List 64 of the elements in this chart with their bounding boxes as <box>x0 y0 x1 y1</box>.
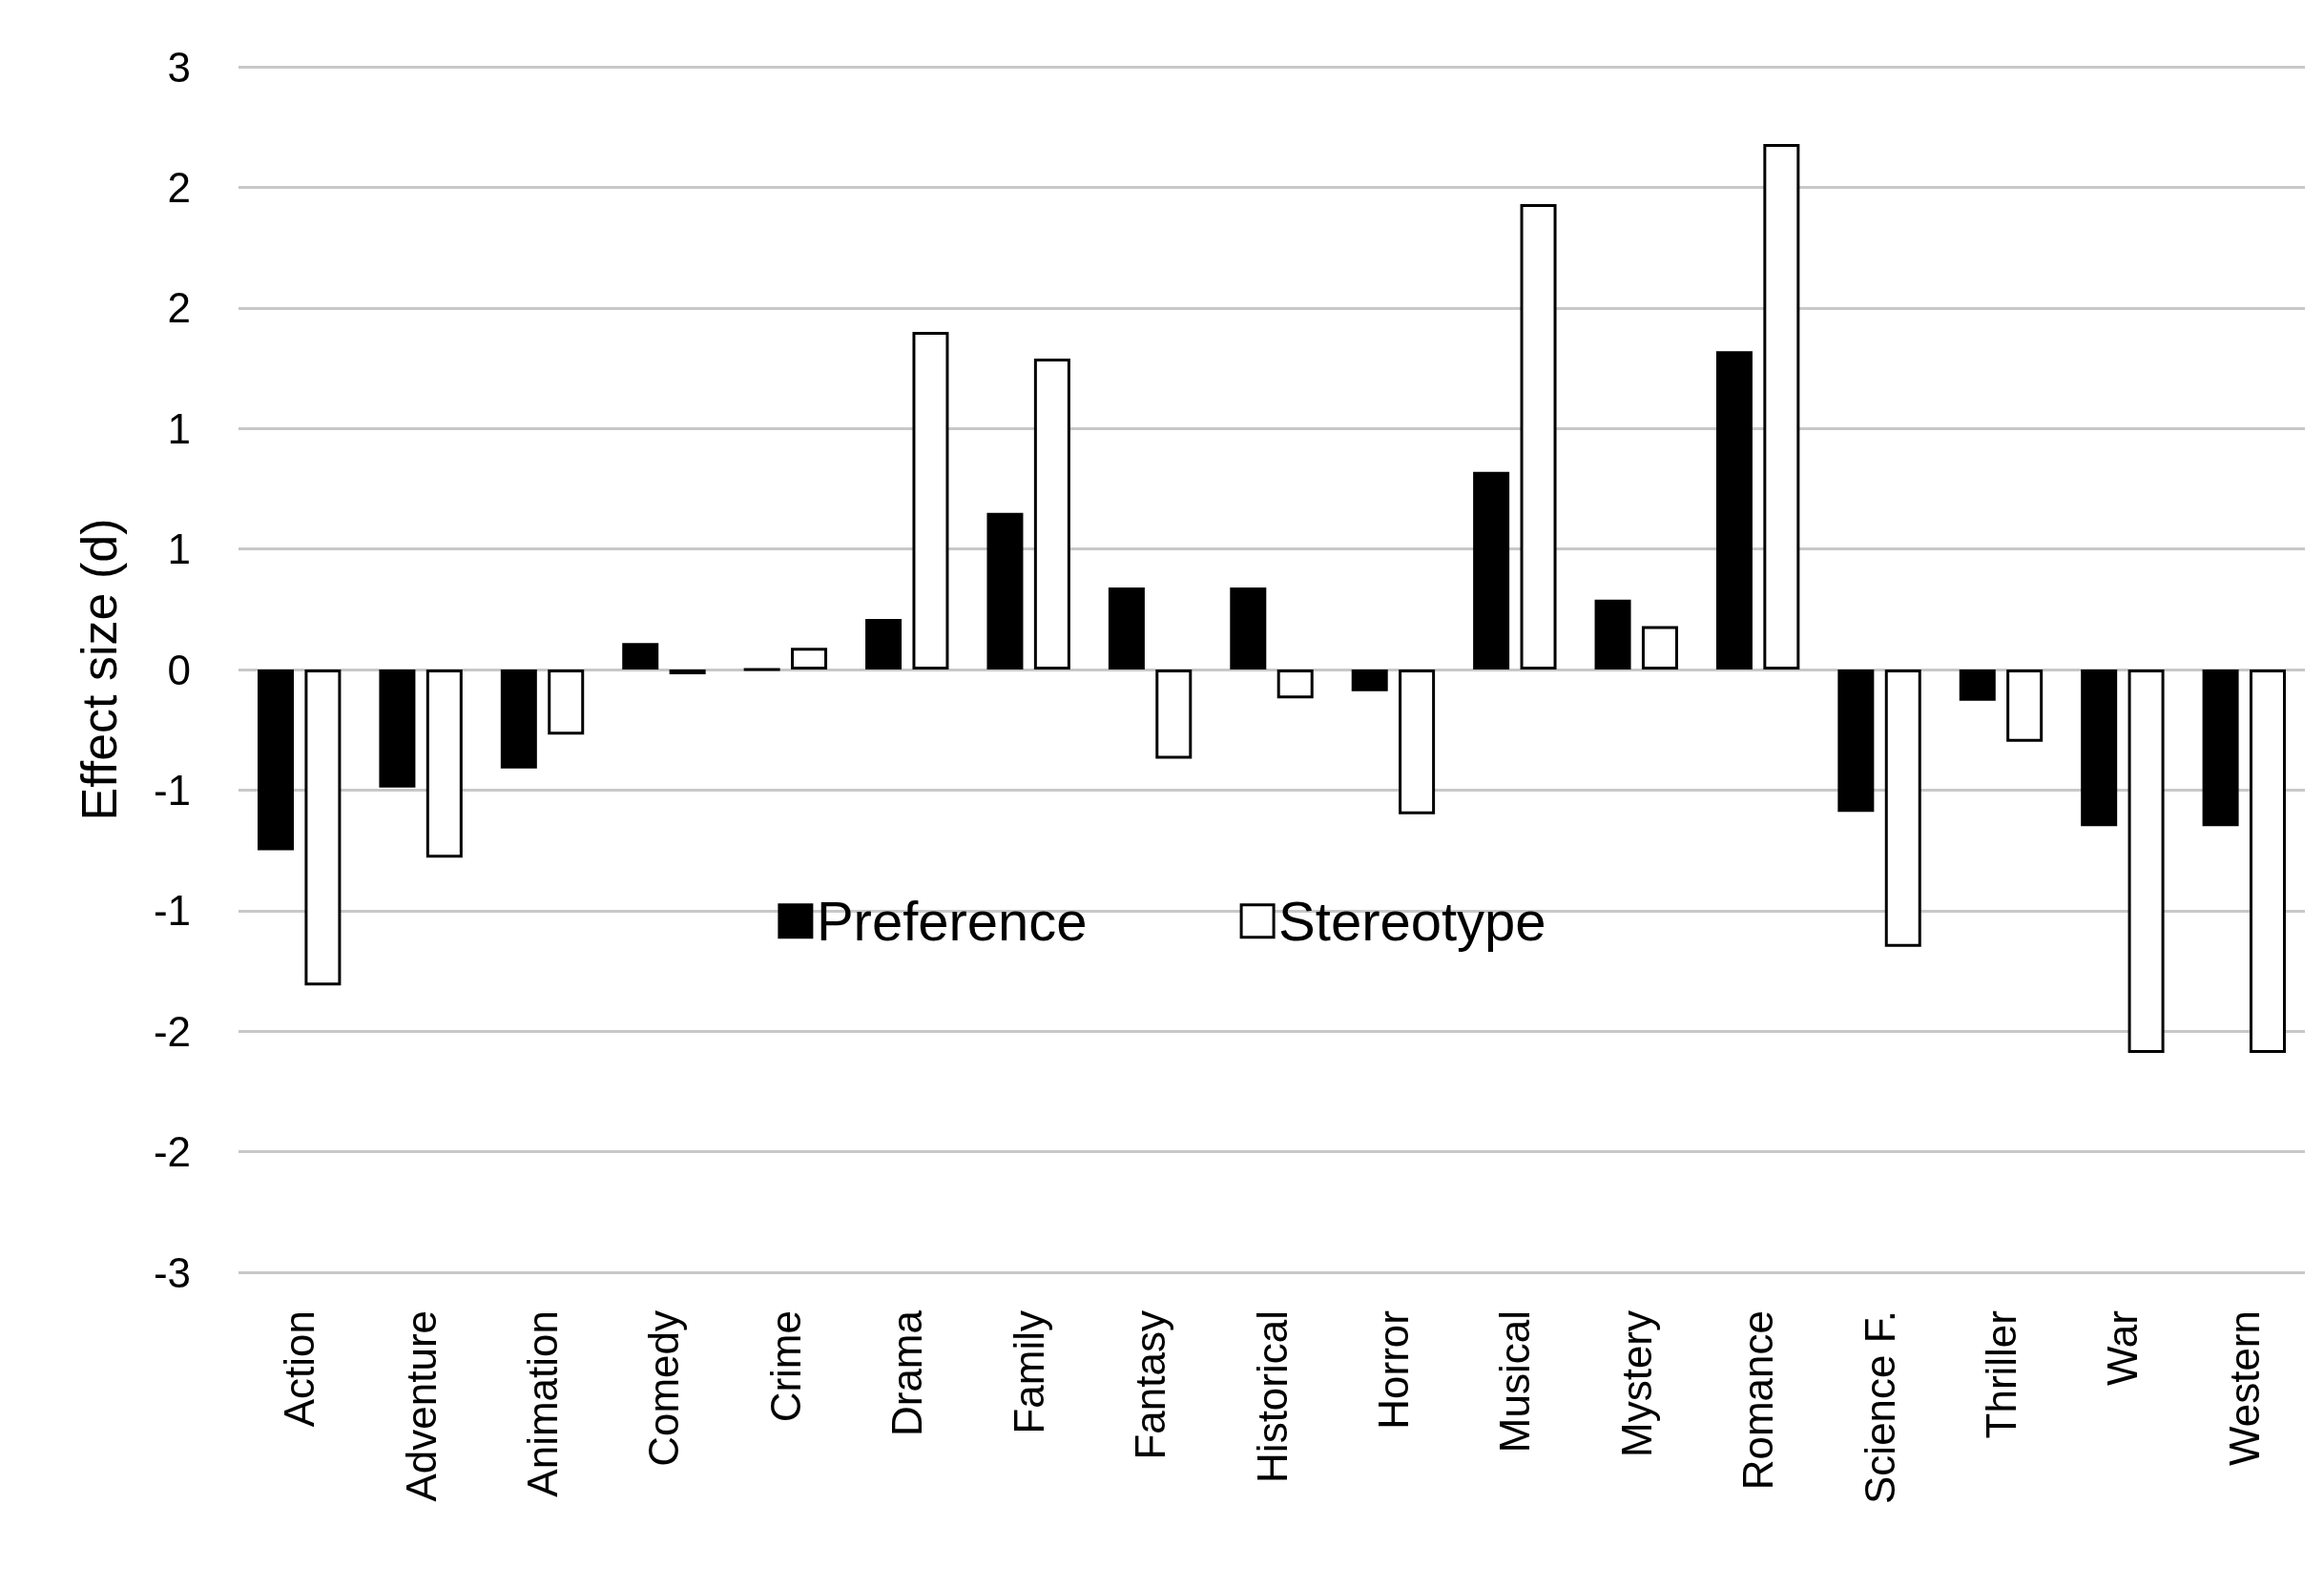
bar <box>1959 670 1996 701</box>
bar <box>379 670 416 788</box>
x-tick-label: Historical <box>1248 1310 1296 1483</box>
x-tick-label: Musical <box>1491 1310 1539 1453</box>
bar <box>1884 670 1921 947</box>
y-tick-label: 1 <box>167 404 191 452</box>
bar <box>548 670 585 735</box>
bar <box>2081 670 2118 827</box>
bar <box>500 670 537 769</box>
bar <box>1108 587 1145 670</box>
bar <box>1715 351 1753 670</box>
bar <box>2202 670 2239 827</box>
x-tick-label: Family <box>1005 1310 1052 1434</box>
x-tick-label: Thriller <box>1977 1310 2024 1439</box>
legend-label: Stereotype <box>1278 890 1546 953</box>
x-tick-label: Crime <box>761 1310 809 1423</box>
bar <box>1473 471 1510 670</box>
bar <box>1276 670 1314 699</box>
y-tick-label: 2 <box>167 163 191 211</box>
bar <box>1230 587 1267 670</box>
y-tick-label: -2 <box>153 1128 191 1176</box>
bar <box>1351 670 1388 691</box>
bar <box>2249 670 2286 1053</box>
bar <box>304 670 342 986</box>
bar <box>2006 670 2044 742</box>
x-tick-label: Comedy <box>640 1310 688 1467</box>
y-tick-label: -3 <box>153 1248 191 1296</box>
x-tick-label: Mystery <box>1612 1310 1660 1457</box>
y-tick-label: -1 <box>153 766 191 814</box>
bar <box>258 670 295 851</box>
x-tick-label: Fantasy <box>1127 1310 1174 1460</box>
x-tick-label: Action <box>276 1310 323 1428</box>
bar <box>1155 670 1193 759</box>
x-tick-label: Animation <box>519 1310 567 1497</box>
y-tick-label: 2 <box>167 284 191 332</box>
bar <box>425 670 463 858</box>
x-tick-label: Romance <box>1734 1310 1782 1491</box>
bar <box>986 512 1024 670</box>
bar <box>1641 626 1678 670</box>
y-tick-label: 3 <box>167 43 191 91</box>
x-tick-label: Drama <box>883 1309 931 1437</box>
y-tick-label: -2 <box>153 1007 191 1055</box>
bar <box>1763 143 1800 670</box>
x-tick-label: Horror <box>1369 1310 1417 1430</box>
x-tick-label: Adventure <box>397 1310 445 1502</box>
bar <box>622 643 659 670</box>
y-axis-title: Effect size (d) <box>72 518 127 821</box>
x-tick-label: Science F. <box>1856 1310 1903 1504</box>
bar <box>1594 599 1631 670</box>
bar <box>1520 204 1557 670</box>
bar <box>1399 670 1436 814</box>
legend-label: Preference <box>816 890 1088 953</box>
bar <box>912 332 949 670</box>
x-tick-label: Western <box>2220 1310 2268 1467</box>
y-tick-label: 0 <box>167 646 191 693</box>
bar <box>865 618 903 670</box>
bar <box>1837 670 1875 813</box>
y-tick-label: -1 <box>153 887 191 935</box>
y-tick-label: 1 <box>167 526 191 573</box>
bar <box>791 648 828 670</box>
bar <box>2127 670 2165 1053</box>
x-tick-label: War <box>2099 1310 2147 1387</box>
bar <box>669 670 706 675</box>
bar <box>1033 358 1070 670</box>
